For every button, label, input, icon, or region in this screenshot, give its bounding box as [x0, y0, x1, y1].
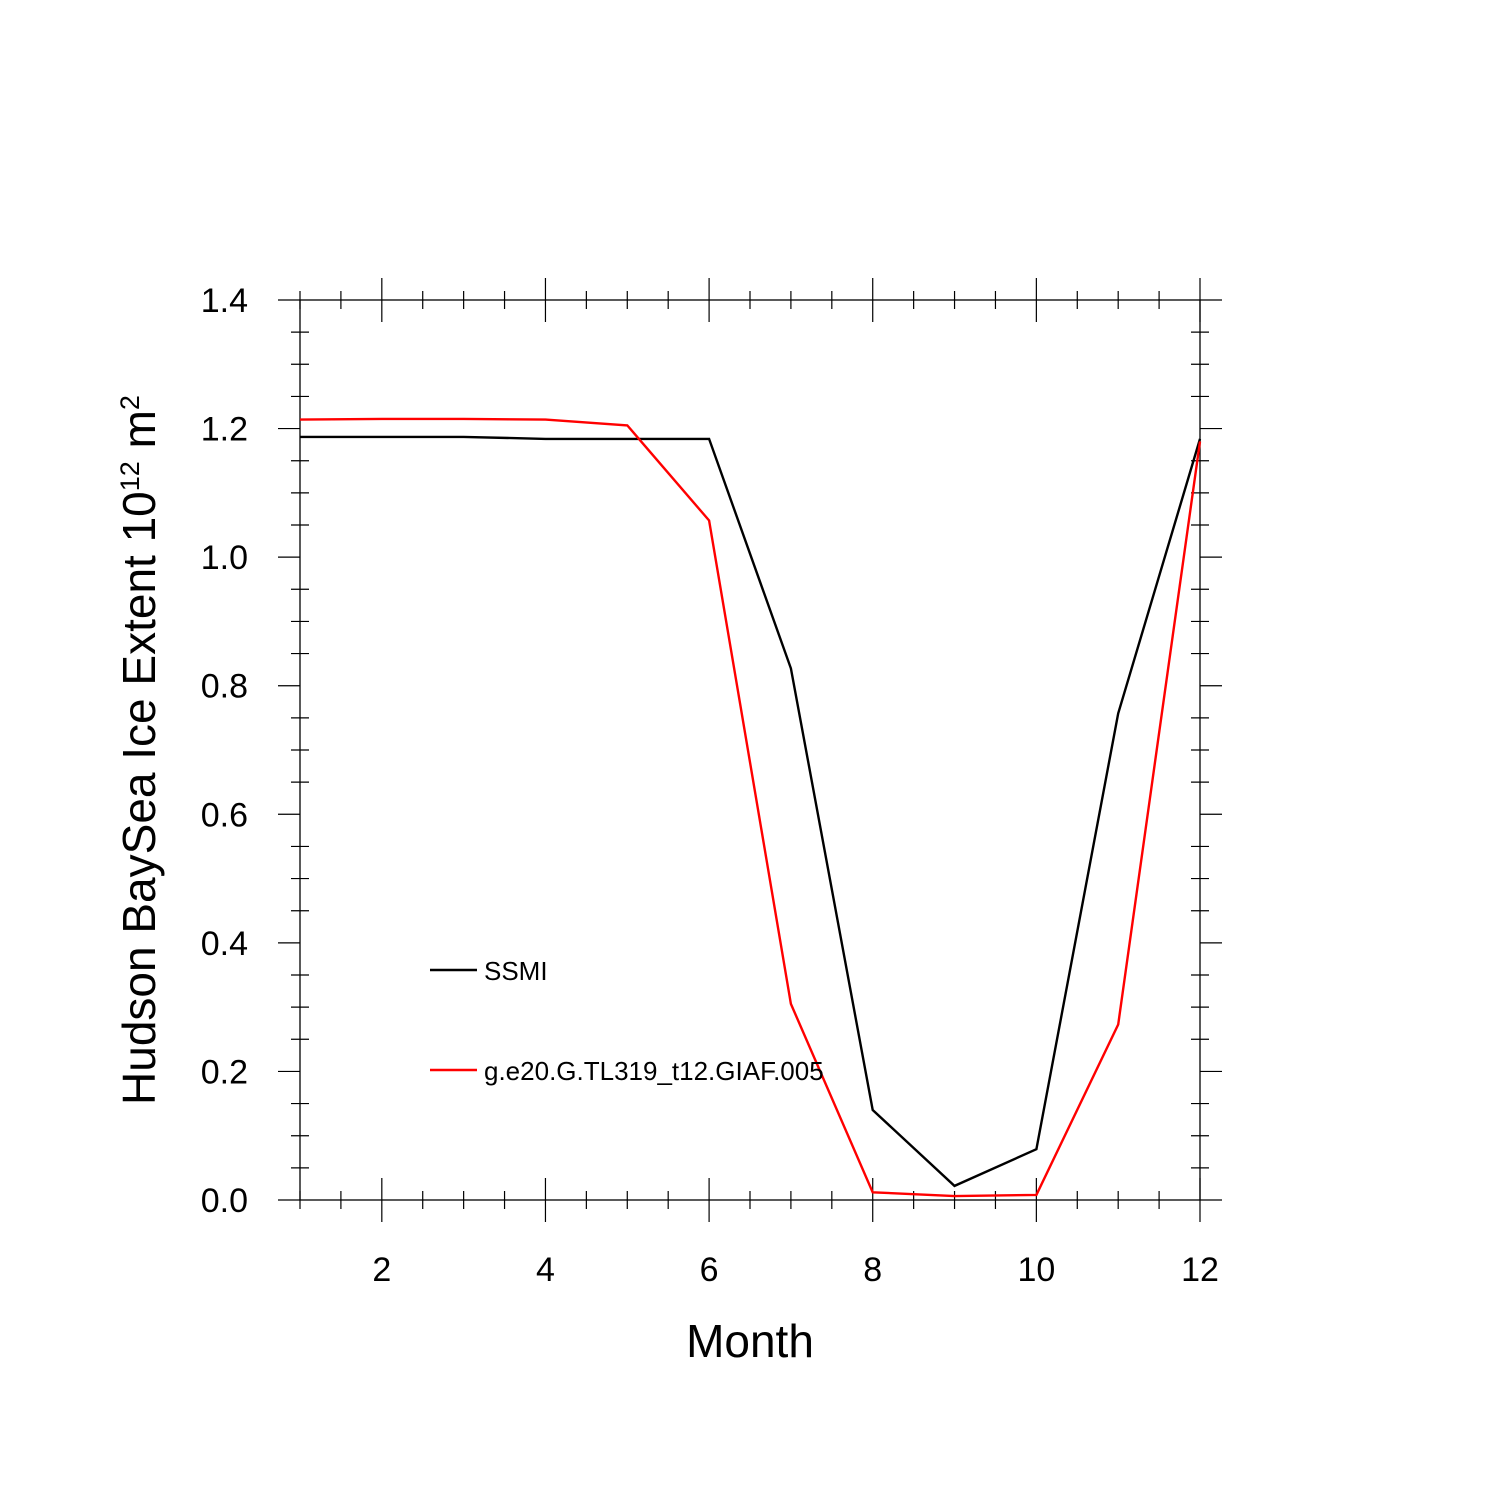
- x-tick-labels: 2 4 6 8 10 12: [372, 1251, 1219, 1289]
- x-tick-label: 10: [1017, 1251, 1055, 1289]
- y-tick-label: 0.0: [201, 1182, 248, 1220]
- minor-ticks: [291, 291, 1209, 1209]
- x-tick-label: 12: [1181, 1251, 1219, 1289]
- series-lines: [299, 417, 1202, 1198]
- y-tick-labels: 0.0 0.2 0.4 0.6 0.8 1.0 1.2 1.4: [201, 282, 248, 1220]
- y-tick-label: 0.4: [201, 925, 248, 963]
- y-axis-title-unit-exponent: 2: [115, 395, 145, 410]
- series-line-ssmi: [300, 435, 1202, 1188]
- y-tick-label: 1.4: [201, 282, 248, 320]
- y-tick-label: 1.2: [201, 411, 248, 449]
- y-axis-title: Hudson BaySea Ice Extent 1012 m2: [113, 395, 165, 1105]
- legend-label-model: g.e20.G.TL319_t12.GIAF.005: [484, 1056, 824, 1086]
- legend-label-ssmi: SSMI: [484, 956, 548, 986]
- x-tick-label: 8: [863, 1251, 882, 1289]
- x-tick-label: 2: [372, 1251, 391, 1289]
- series-line-model: [299, 417, 1202, 1198]
- x-tick-label: 4: [536, 1251, 555, 1289]
- y-axis-title-unit: m: [113, 410, 165, 461]
- y-tick-label: 0.2: [201, 1053, 248, 1091]
- y-tick-label: 0.8: [201, 668, 248, 706]
- y-axis-title-main: Hudson BaySea Ice Extent 10: [113, 491, 165, 1105]
- y-axis-title-exponent: 12: [115, 461, 145, 491]
- y-tick-label: 1.0: [201, 539, 248, 577]
- major-ticks: [278, 278, 1222, 1222]
- x-tick-label: 6: [700, 1251, 719, 1289]
- y-tick-label: 0.6: [201, 796, 248, 834]
- legend: SSMI g.e20.G.TL319_t12.GIAF.005: [430, 956, 824, 1086]
- x-axis-title: Month: [686, 1315, 814, 1367]
